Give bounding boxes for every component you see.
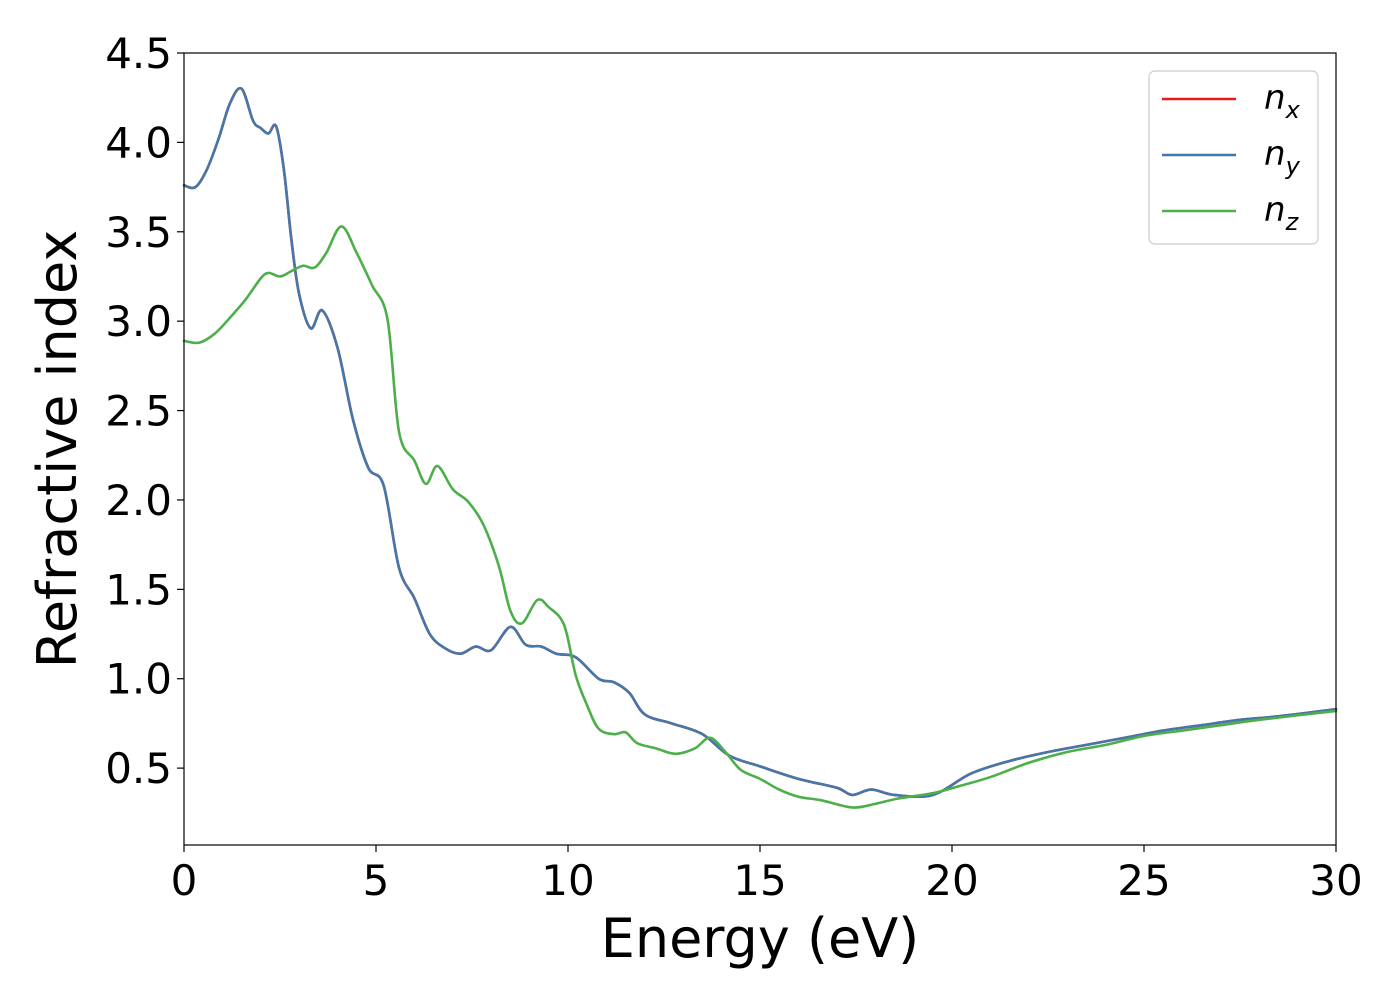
y-tick-label: 2.5 bbox=[105, 387, 172, 436]
legend-label: ny bbox=[1264, 134, 1301, 180]
legend-box bbox=[1148, 70, 1319, 245]
series-layer bbox=[182, 86, 1338, 809]
x-tick-label: 0 bbox=[171, 856, 198, 905]
x-tick-label: 10 bbox=[541, 856, 594, 905]
y-axis-title: Refractive index bbox=[26, 230, 89, 669]
series-line-n-y bbox=[182, 86, 1338, 799]
y-tick-label: 1.0 bbox=[105, 655, 172, 704]
x-tick-label: 30 bbox=[1309, 856, 1362, 905]
x-tick-label: 25 bbox=[1117, 856, 1170, 905]
y-axis: 0.5 1.0 1.5 2.0 2.5 3.0 3.5 4.0 4.5 bbox=[105, 29, 184, 793]
x-tick-label: 20 bbox=[925, 856, 978, 905]
legend-label: nx bbox=[1264, 78, 1301, 124]
y-tick-label: 1.5 bbox=[105, 565, 172, 614]
plot-background bbox=[184, 53, 1336, 845]
y-tick-label: 3.0 bbox=[105, 297, 172, 346]
series-line-n-z bbox=[182, 225, 1338, 809]
y-tick-label: 2.0 bbox=[105, 476, 172, 525]
x-tick-label: 5 bbox=[363, 856, 390, 905]
legend: nx ny nz bbox=[1148, 70, 1319, 245]
y-tick-label: 4.0 bbox=[105, 118, 172, 167]
x-tick-label: 15 bbox=[733, 856, 786, 905]
x-axis-title: Energy (eV) bbox=[601, 907, 920, 970]
legend-label: nz bbox=[1264, 190, 1300, 236]
y-tick-label: 3.5 bbox=[105, 208, 172, 257]
y-tick-label: 0.5 bbox=[105, 744, 172, 793]
y-tick-label: 4.5 bbox=[105, 29, 172, 78]
x-axis: 0 5 10 15 20 25 30 bbox=[171, 845, 1363, 905]
